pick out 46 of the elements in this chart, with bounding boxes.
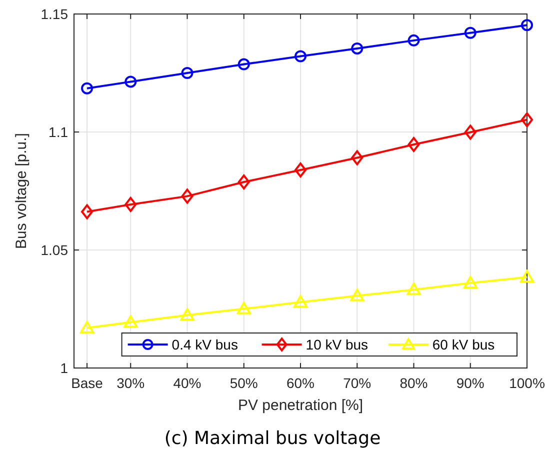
- x-tick-label: 70%: [343, 375, 372, 391]
- x-tick-label: 30%: [116, 375, 145, 391]
- legend-label: 0.4 kV bus: [172, 336, 238, 352]
- point: [124, 76, 137, 88]
- y-tick-label: 1: [60, 360, 68, 376]
- point: [236, 302, 251, 314]
- point: [464, 124, 476, 140]
- point: [238, 174, 250, 190]
- point: [408, 34, 420, 46]
- point: [520, 270, 534, 283]
- point: [124, 196, 137, 212]
- point: [406, 282, 421, 296]
- point: [521, 19, 533, 32]
- x-tick-label: 40%: [173, 375, 202, 391]
- x-tick-label: 80%: [400, 375, 428, 391]
- point: [81, 82, 94, 94]
- y-tick-label: 1.05: [40, 242, 68, 258]
- x-tick-label: 100%: [509, 375, 545, 391]
- x-tick-label: 60%: [286, 375, 315, 391]
- point: [294, 50, 306, 62]
- point: [294, 295, 308, 308]
- x-tick-label: 90%: [456, 375, 484, 391]
- y-tick-label: 1.15: [40, 6, 68, 22]
- point: [521, 112, 533, 128]
- x-tick-label: Base: [71, 375, 104, 391]
- point: [464, 26, 476, 39]
- point: [463, 276, 478, 289]
- legend-label: 60 kV bus: [432, 336, 495, 352]
- point: [351, 42, 364, 54]
- legend-label: 10 kV bus: [306, 336, 368, 352]
- text: (c) Maximal bus voltage: [164, 428, 381, 449]
- point: [351, 150, 364, 166]
- point: [124, 315, 138, 328]
- point: [81, 204, 94, 220]
- point: [180, 308, 194, 321]
- point: [238, 58, 250, 70]
- y-tick-label: 1.1: [48, 124, 68, 140]
- x-tick-label: 50%: [230, 375, 258, 391]
- point: [294, 162, 306, 178]
- x-axis-title: PV penetration [%]: [238, 397, 364, 414]
- point: [181, 188, 194, 204]
- point: [181, 67, 194, 79]
- point: [350, 288, 364, 302]
- point: [408, 137, 420, 152]
- point: [80, 320, 94, 334]
- y-axis-title: Bus voltage [p.u.]: [13, 133, 30, 249]
